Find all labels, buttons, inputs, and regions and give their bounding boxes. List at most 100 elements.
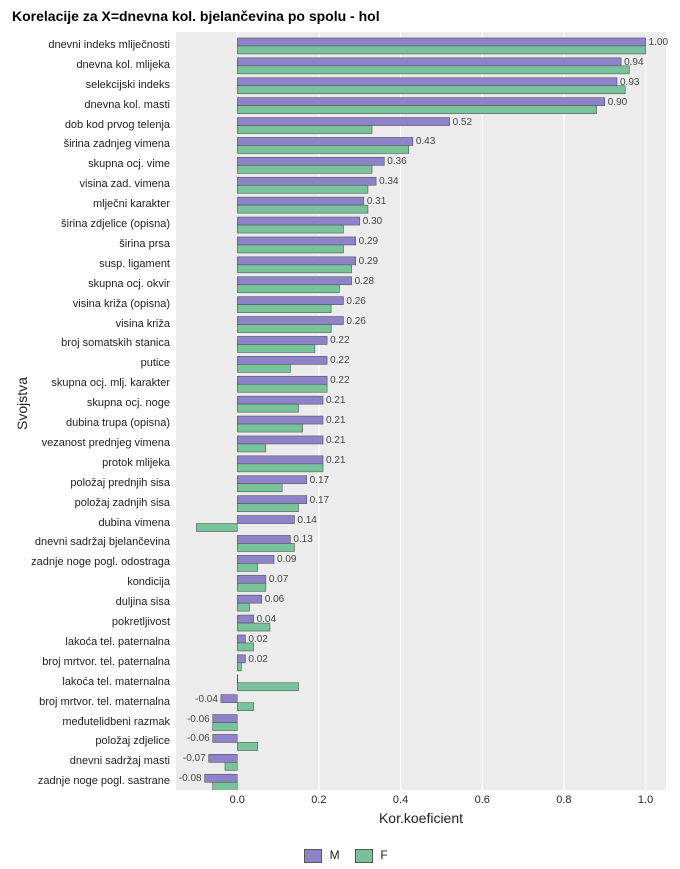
x-tick-label: 0.8 (556, 794, 571, 806)
bar-f (237, 126, 372, 134)
bar-m (237, 336, 327, 344)
bar-f (237, 543, 294, 551)
y-label: širina zadnjeg vimena (10, 138, 170, 150)
bar-f (237, 384, 327, 392)
value-label: -0.06 (187, 714, 210, 725)
legend-label-f: F (380, 848, 387, 862)
bar-m (237, 635, 245, 643)
y-axis-title: Svojstva (14, 377, 30, 430)
value-label: 0.09 (277, 554, 296, 565)
bar-f (213, 723, 238, 731)
bar-f (237, 364, 290, 372)
value-label: 0.17 (310, 475, 329, 486)
bar-f (237, 683, 298, 691)
bar-m (237, 137, 413, 145)
bar-m (237, 496, 306, 504)
y-label: širina zdjelice (opisna) (10, 218, 170, 230)
value-label: -0.08 (179, 773, 202, 784)
value-label: 0.02 (248, 634, 267, 645)
y-label: dob kod prvog telenja (10, 119, 170, 131)
bar-f (237, 444, 266, 452)
value-label: 0.94 (624, 57, 643, 68)
bar-m (237, 277, 351, 285)
value-label: 0.21 (326, 415, 345, 426)
bar-f (237, 742, 257, 750)
bar-f (237, 106, 596, 114)
value-label: 0.02 (248, 654, 267, 665)
value-label: 0.28 (355, 276, 374, 287)
y-label: dnevni sadržaj bjelančevina (10, 536, 170, 548)
bar-f (237, 285, 339, 293)
bar-m (237, 118, 449, 126)
bar-f (237, 225, 343, 233)
x-tick-label: 0.6 (475, 794, 490, 806)
bar-f (237, 46, 645, 54)
value-label: 0.52 (453, 117, 472, 128)
value-label: 0.29 (359, 256, 378, 267)
value-label: 0.36 (387, 156, 406, 167)
y-label: širina prsa (10, 238, 170, 250)
bar-m (237, 436, 323, 444)
bar-m (213, 734, 238, 742)
bar-m (237, 476, 306, 484)
bar-m (237, 317, 343, 325)
bar-m (237, 356, 327, 364)
bar-m (237, 376, 327, 384)
bar-m (237, 396, 323, 404)
value-label: 0.21 (326, 455, 345, 466)
value-label: 0.22 (330, 335, 349, 346)
y-label: visina križa (10, 318, 170, 330)
bar-f (237, 265, 351, 273)
bar-f (225, 762, 237, 770)
bar-m (237, 237, 355, 245)
y-label: zadnje noge pogl. odostraga (10, 556, 170, 568)
y-label: selekcijski indeks (10, 79, 170, 91)
y-label: putice (10, 357, 170, 369)
value-label: 1.00 (649, 37, 668, 48)
value-label: 0.22 (330, 355, 349, 366)
y-label: broj somatskih stanica (10, 337, 170, 349)
y-label: dnevna kol. mlijeka (10, 59, 170, 71)
bar-f (237, 484, 282, 492)
bar-f (237, 305, 331, 313)
bar-m (237, 257, 355, 265)
value-label: 0.21 (326, 395, 345, 406)
y-label: duljina sisa (10, 596, 170, 608)
bar-f (237, 185, 368, 193)
value-label: -0.04 (195, 694, 218, 705)
bar-m (237, 197, 364, 205)
y-label: skupna ocj. mlj. karakter (10, 377, 170, 389)
bar-m (237, 38, 645, 46)
value-label: 0.31 (367, 196, 386, 207)
y-label: mlječni karakter (10, 198, 170, 210)
y-label: visina zad. vimena (10, 178, 170, 190)
bar-f (237, 404, 298, 412)
bar-f (237, 663, 241, 671)
y-label: pokretljivost (10, 616, 170, 628)
bar-m (237, 575, 266, 583)
value-label: 0.30 (363, 216, 382, 227)
bar-f (237, 86, 625, 94)
y-label: vezanost prednjeg vimena (10, 437, 170, 449)
bar-m (205, 774, 238, 782)
y-label: lakoća tel. maternalna (10, 676, 170, 688)
value-label: 0.13 (293, 534, 312, 545)
value-label: 0.29 (359, 236, 378, 247)
bar-f (237, 245, 343, 253)
y-label: dnevni sadržaj masti (10, 755, 170, 767)
bar-f (237, 583, 266, 591)
bar-m (237, 675, 238, 683)
y-label: skupna ocj. noge (10, 397, 170, 409)
y-label: broj mrtvor. tel. maternalna (10, 696, 170, 708)
bar-m (237, 177, 376, 185)
bar-f (237, 424, 302, 432)
bar-f (237, 563, 257, 571)
bar-m (237, 416, 323, 424)
bar-m (237, 516, 294, 524)
legend-swatch-m (304, 849, 322, 863)
legend-swatch-f (355, 849, 373, 863)
bar-f (237, 504, 298, 512)
legend-label-m: M (330, 848, 340, 862)
bar-m (237, 555, 274, 563)
y-label: lakoća tel. paternalna (10, 636, 170, 648)
